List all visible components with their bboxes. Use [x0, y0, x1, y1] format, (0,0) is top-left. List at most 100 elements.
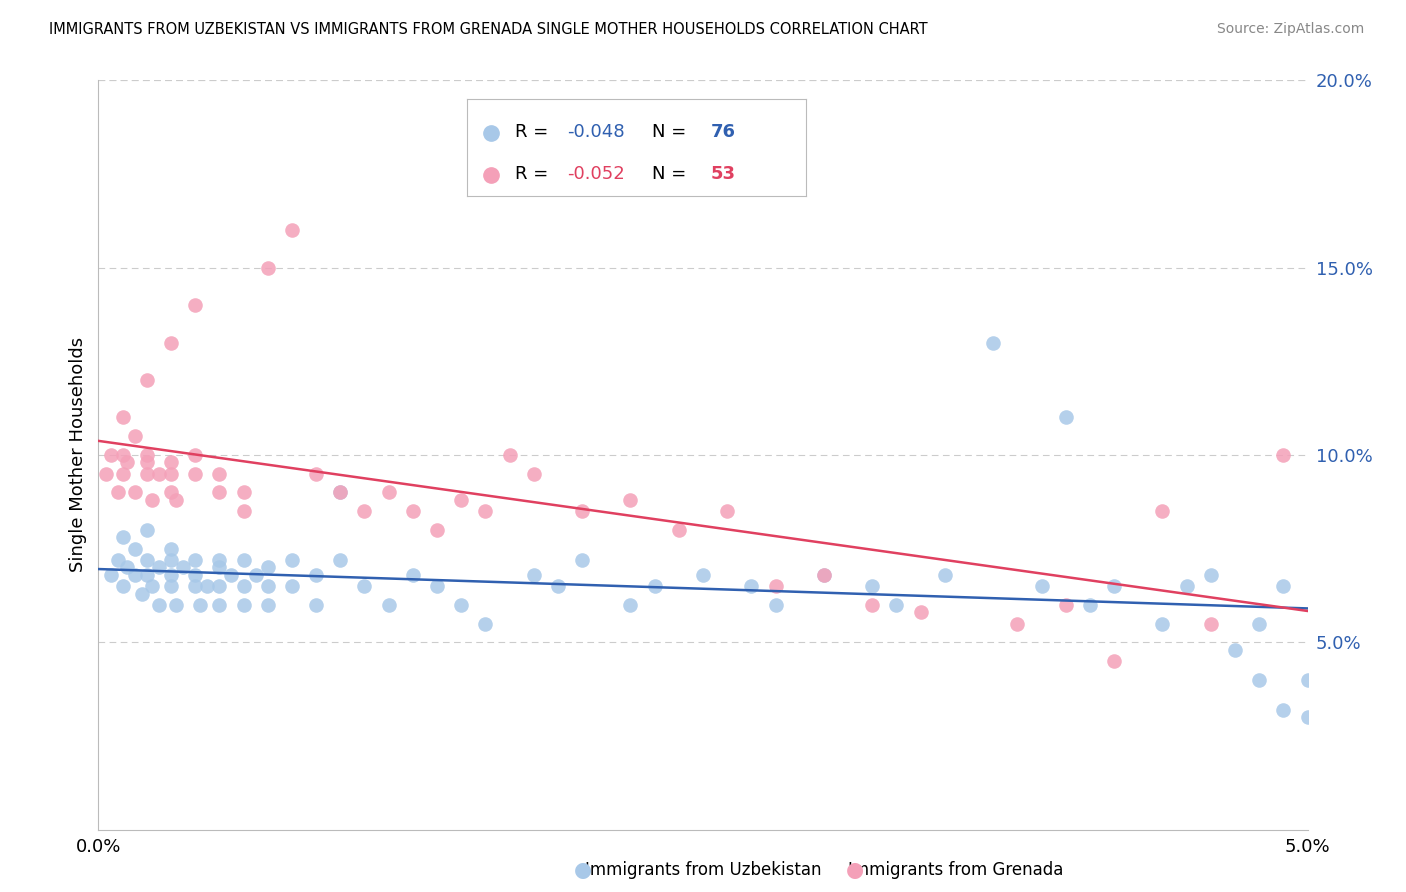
Point	[208, 467, 231, 481]
Point	[107, 553, 129, 567]
Point	[184, 448, 207, 462]
Point	[1296, 673, 1319, 687]
Point	[934, 567, 956, 582]
Point	[305, 598, 328, 612]
Point	[184, 567, 207, 582]
Point	[111, 467, 134, 481]
Point	[124, 541, 146, 556]
Point	[426, 523, 449, 537]
Point	[377, 598, 399, 612]
Point	[208, 579, 231, 593]
Point	[184, 579, 207, 593]
Point	[668, 523, 690, 537]
Point	[148, 560, 170, 574]
Point	[498, 448, 520, 462]
Point	[172, 560, 194, 574]
Point	[547, 579, 569, 593]
Point	[232, 504, 254, 518]
Point	[135, 448, 157, 462]
Point	[232, 598, 254, 612]
Point	[1152, 616, 1174, 631]
Point	[692, 567, 714, 582]
Text: Immigrants from Grenada: Immigrants from Grenada	[848, 861, 1064, 879]
Point	[124, 485, 146, 500]
Point	[353, 504, 375, 518]
Point	[474, 616, 496, 631]
Point	[1272, 579, 1295, 593]
Point	[571, 504, 593, 518]
Point	[135, 523, 157, 537]
Point	[329, 485, 352, 500]
Point	[765, 598, 787, 612]
Point	[1199, 567, 1222, 582]
Text: Source: ZipAtlas.com: Source: ZipAtlas.com	[1216, 22, 1364, 37]
Point	[160, 541, 183, 556]
Point	[141, 579, 163, 593]
Point	[124, 567, 146, 582]
Point	[111, 530, 134, 544]
Point	[117, 455, 139, 469]
Point	[1152, 504, 1174, 518]
Point	[208, 598, 231, 612]
Point	[165, 492, 187, 507]
Point	[188, 598, 211, 612]
Point	[208, 553, 231, 567]
Point	[740, 579, 762, 593]
Point	[377, 485, 399, 500]
Point	[135, 467, 157, 481]
Point	[281, 579, 304, 593]
Point	[1249, 616, 1271, 631]
Point	[111, 579, 134, 593]
Point	[860, 579, 883, 593]
Point	[160, 567, 183, 582]
Point	[1054, 410, 1077, 425]
Point	[1102, 654, 1125, 668]
Text: IMMIGRANTS FROM UZBEKISTAN VS IMMIGRANTS FROM GRENADA SINGLE MOTHER HOUSEHOLDS C: IMMIGRANTS FROM UZBEKISTAN VS IMMIGRANTS…	[49, 22, 928, 37]
Point	[160, 485, 183, 500]
Point	[619, 598, 641, 612]
Point	[1078, 598, 1101, 612]
Point	[571, 553, 593, 567]
Point	[523, 467, 546, 481]
Point	[160, 467, 183, 481]
Point	[1102, 579, 1125, 593]
Point	[232, 553, 254, 567]
Point	[765, 579, 787, 593]
Point	[111, 448, 134, 462]
Point	[160, 335, 183, 350]
Point	[813, 567, 835, 582]
Point	[184, 553, 207, 567]
Point	[232, 485, 254, 500]
Point	[208, 485, 231, 500]
Point	[886, 598, 908, 612]
Point	[184, 467, 207, 481]
Point	[474, 504, 496, 518]
Point	[256, 579, 278, 593]
Point	[256, 260, 278, 275]
Point	[813, 567, 835, 582]
Point	[1272, 448, 1295, 462]
Point	[195, 579, 218, 593]
Point	[1007, 616, 1029, 631]
Text: ●: ●	[846, 860, 863, 880]
Point	[135, 567, 157, 582]
Point	[402, 504, 425, 518]
Point	[100, 448, 122, 462]
Point	[1249, 673, 1271, 687]
Point	[117, 560, 139, 574]
Point	[1296, 710, 1319, 724]
Point	[160, 579, 183, 593]
Point	[644, 579, 666, 593]
Point	[910, 605, 932, 619]
Point	[160, 455, 183, 469]
Point	[256, 598, 278, 612]
Point	[1054, 598, 1077, 612]
Text: Immigrants from Uzbekistan: Immigrants from Uzbekistan	[585, 861, 821, 879]
Point	[450, 492, 472, 507]
Point	[329, 553, 352, 567]
Y-axis label: Single Mother Households: Single Mother Households	[69, 337, 87, 573]
Point	[1031, 579, 1053, 593]
Point	[135, 553, 157, 567]
Point	[1199, 616, 1222, 631]
Point	[135, 373, 157, 387]
